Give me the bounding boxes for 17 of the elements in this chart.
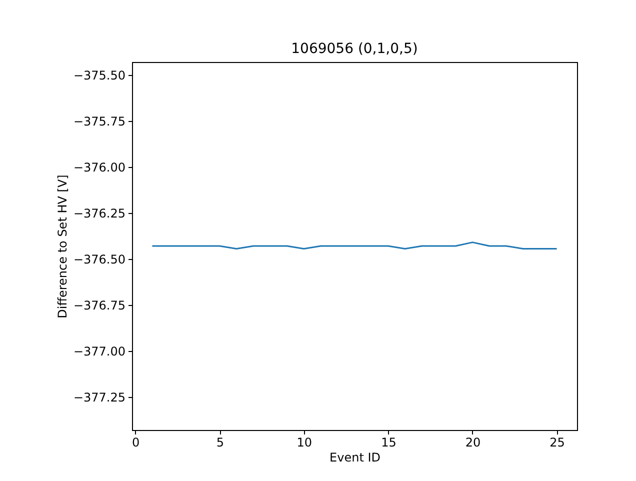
y-tick-label: −375.50	[73, 68, 126, 82]
x-tick-label: 10	[296, 436, 312, 450]
y-tick-label: −376.00	[73, 160, 126, 174]
chart-title: 1069056 (0,1,0,5)	[291, 41, 418, 57]
x-axis-title: Event ID	[330, 450, 380, 464]
x-tick-label: 5	[216, 436, 224, 450]
x-tick-label: 15	[381, 436, 396, 450]
y-tick-label: −375.75	[73, 114, 126, 128]
y-tick-label: −376.75	[73, 298, 126, 312]
y-axis-title: Difference to Set HV [V]	[55, 174, 70, 318]
x-tick-label: 20	[465, 436, 481, 450]
y-tick-label: −376.25	[73, 206, 126, 220]
y-tick-label: −377.00	[73, 344, 126, 358]
x-tick-label: 25	[550, 436, 565, 450]
x-tick-label: 0	[132, 436, 140, 450]
y-tick-label: −377.25	[73, 390, 126, 404]
y-tick-label: −376.50	[73, 252, 126, 266]
